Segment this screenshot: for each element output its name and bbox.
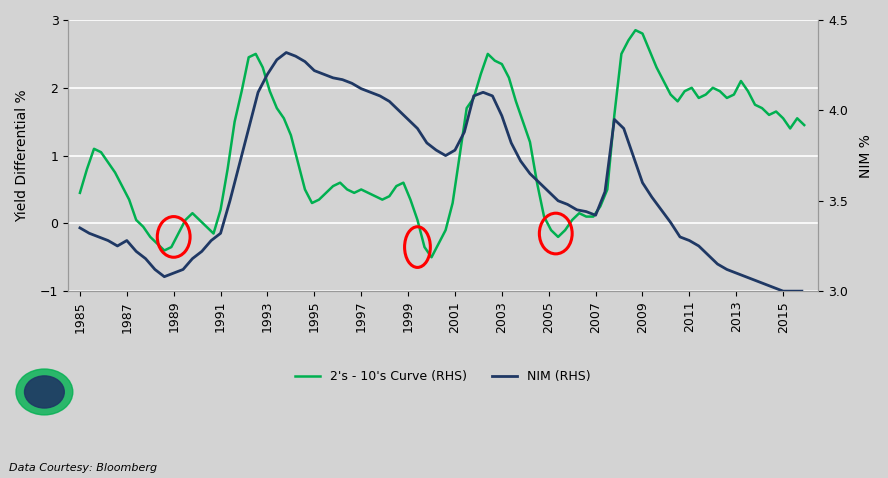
Y-axis label: NIM %: NIM % (859, 134, 873, 177)
Text: Data Courtesy: Bloomberg: Data Courtesy: Bloomberg (9, 463, 157, 473)
Y-axis label: Yield Differential %: Yield Differential % (15, 89, 29, 222)
Circle shape (16, 369, 73, 415)
Legend: 2's - 10's Curve (RHS), NIM (RHS): 2's - 10's Curve (RHS), NIM (RHS) (290, 365, 596, 388)
Circle shape (25, 376, 64, 408)
